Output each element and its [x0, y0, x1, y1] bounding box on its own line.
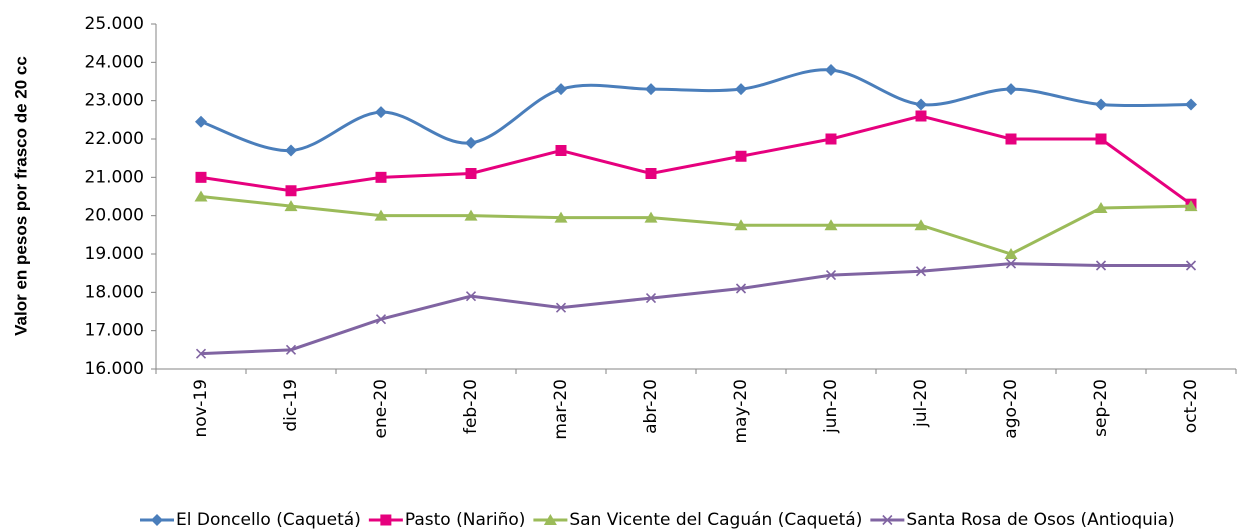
- series-line: [200, 114, 1192, 206]
- marker: [285, 185, 297, 197]
- y-tick-label: 20.000: [85, 206, 144, 226]
- marker: [644, 211, 658, 223]
- x-tick-label: mar-20: [551, 379, 571, 440]
- marker: [195, 171, 207, 183]
- marker: [825, 270, 837, 281]
- x-tick-label: may-20: [731, 379, 751, 444]
- x-tick-label: ene-20: [371, 379, 391, 438]
- marker: [1005, 258, 1017, 269]
- marker: [374, 209, 388, 221]
- marker: [1184, 200, 1198, 212]
- marker: [825, 64, 837, 76]
- marker: [645, 83, 657, 96]
- legend-item: Pasto (Nariño): [368, 510, 526, 530]
- marker: [914, 219, 928, 231]
- marker: [1005, 133, 1017, 145]
- marker: [1095, 98, 1107, 111]
- y-tick-label: 21.000: [85, 167, 144, 187]
- marker: [735, 283, 747, 294]
- marker: [380, 514, 392, 526]
- marker: [195, 115, 207, 128]
- x-tick-label: oct-20: [1181, 379, 1201, 433]
- marker: [555, 83, 567, 96]
- marker: [284, 200, 298, 212]
- x-tick-label: ago-20: [1001, 379, 1021, 439]
- y-tick-label: 25.000: [85, 14, 144, 34]
- marker: [824, 219, 838, 231]
- x-tick-label: jun-20: [821, 379, 841, 434]
- marker: [734, 219, 748, 231]
- y-tick-label: 18.000: [85, 282, 144, 302]
- marker: [465, 291, 477, 302]
- marker: [1095, 133, 1107, 145]
- legend-label: San Vicente del Caguán (Caquetá): [569, 510, 862, 530]
- marker: [151, 514, 163, 526]
- marker: [882, 514, 893, 526]
- series-line: [200, 262, 1191, 356]
- marker: [825, 133, 837, 145]
- marker: [375, 171, 387, 183]
- marker: [194, 190, 208, 202]
- marker: [464, 209, 478, 221]
- marker: [465, 168, 477, 179]
- marker: [195, 348, 207, 359]
- marker: [915, 110, 927, 122]
- marker: [645, 293, 657, 304]
- marker: [735, 83, 747, 96]
- legend-label: Pasto (Nariño): [405, 510, 526, 530]
- marker: [1005, 83, 1017, 96]
- x-tick-label: jul-20: [911, 379, 931, 428]
- y-tick-label: 16.000: [85, 359, 144, 379]
- y-tick-label: 24.000: [85, 52, 144, 72]
- marker: [465, 136, 477, 149]
- marker: [543, 514, 557, 525]
- marker: [285, 144, 297, 157]
- marker: [1004, 248, 1018, 259]
- legend-item: El Doncello (Caquetá): [140, 510, 361, 530]
- marker: [915, 266, 927, 277]
- y-tick-label: 17.000: [85, 321, 144, 341]
- legend-label: Santa Rosa de Osos (Antioquia): [906, 510, 1174, 530]
- marker: [554, 211, 568, 223]
- marker: [915, 98, 927, 111]
- marker: [285, 344, 297, 355]
- series-line: [200, 195, 1192, 256]
- legend-item: Santa Rosa de Osos (Antioquia): [870, 510, 1175, 530]
- marker: [375, 314, 387, 325]
- marker: [645, 168, 657, 179]
- x-tick-label: nov-19: [191, 379, 211, 438]
- marker: [1185, 260, 1197, 271]
- marker: [555, 302, 567, 313]
- marker: [555, 145, 567, 156]
- x-tick-label: dic-19: [281, 379, 301, 432]
- marker: [735, 150, 747, 162]
- marker: [1095, 260, 1107, 271]
- y-tick-label: 23.000: [85, 91, 144, 111]
- y-tick-label: 19.000: [85, 244, 144, 264]
- x-tick-label: abr-20: [641, 379, 661, 434]
- legend-label: El Doncello (Caquetá): [176, 510, 361, 530]
- y-axis-title: Valor en pesos por frasco de 20 cc: [11, 56, 30, 336]
- marker: [1185, 98, 1197, 111]
- marker: [375, 106, 387, 119]
- x-tick-label: sep-20: [1091, 379, 1111, 437]
- marker: [1094, 202, 1108, 213]
- y-tick-label: 22.000: [85, 129, 144, 149]
- x-tick-label: feb-20: [461, 379, 481, 434]
- legend-item: San Vicente del Caguán (Caquetá): [533, 510, 862, 530]
